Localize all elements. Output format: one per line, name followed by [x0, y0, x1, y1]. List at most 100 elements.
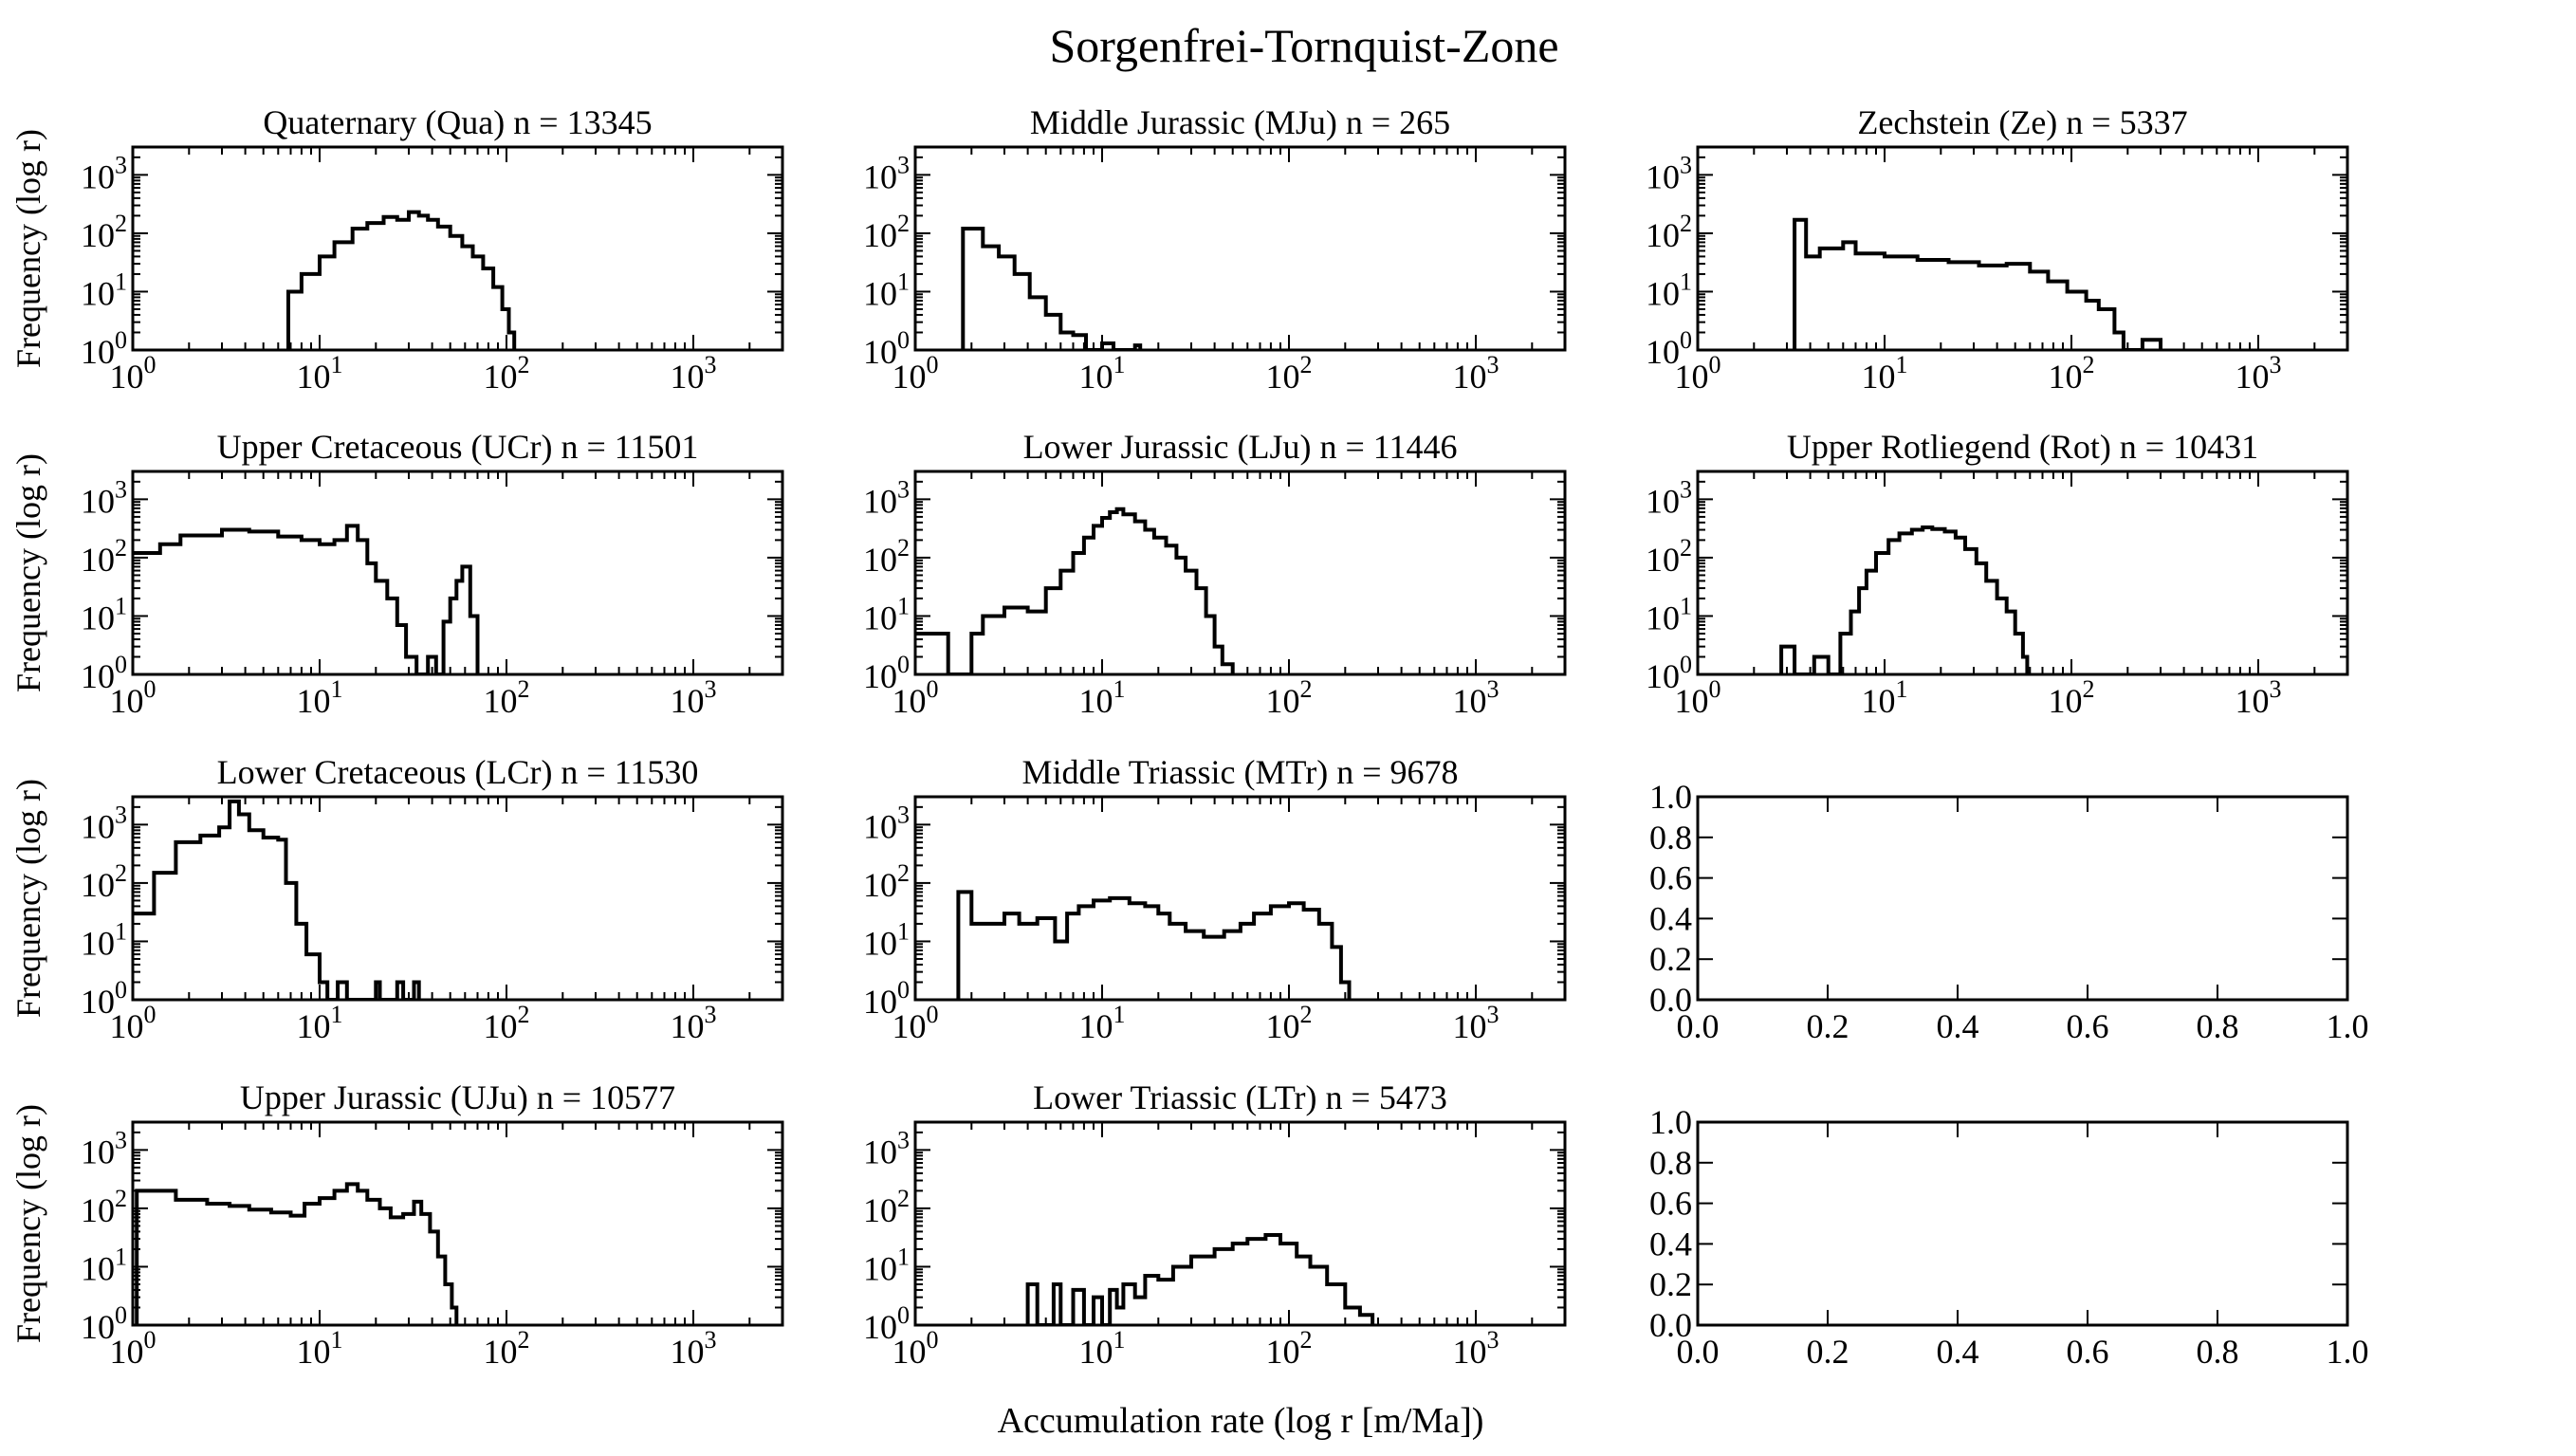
- panel-1: Quaternary (Qua) n = 13345 Frequency (log…: [9, 103, 784, 396]
- x-tick-label: 102: [2049, 351, 2095, 396]
- axis-ticks: [1697, 1121, 2348, 1326]
- x-tick-label: 101: [297, 1001, 343, 1045]
- y-tick-label: 103: [1646, 475, 1692, 520]
- axis-ticks: [132, 1121, 783, 1326]
- y-tick-label: 101: [863, 267, 910, 312]
- y-tick-label: 100: [1646, 651, 1692, 695]
- x-tick-label: 102: [1266, 1001, 1313, 1045]
- x-tick-label: 100: [110, 1001, 156, 1045]
- y-tick-label: 101: [81, 1243, 127, 1287]
- axis-ticks: [914, 146, 1566, 351]
- y-tick-label: 101: [863, 592, 910, 636]
- x-tick-label: 0.2: [1807, 1007, 1849, 1045]
- axes-frame: [913, 1120, 1567, 1327]
- x-tick-label: 0.6: [2067, 1007, 2109, 1045]
- panel-ylabel: Frequency (log r): [9, 129, 47, 368]
- y-tick-label: 0.4: [1649, 1225, 1692, 1262]
- x-tick-label: 0.4: [1937, 1007, 1979, 1045]
- y-tick-label: 101: [863, 917, 910, 962]
- y-tick-label: 101: [1646, 267, 1692, 312]
- y-tick-label: 0.8: [1649, 1144, 1692, 1182]
- histogram-series: [1025, 1233, 1375, 1325]
- x-tick-label: 103: [2236, 351, 2282, 396]
- histogram-series: [915, 507, 1235, 674]
- y-tick-label: 101: [81, 592, 127, 636]
- y-tick-label: 102: [81, 210, 127, 254]
- x-tick-label: 102: [1266, 1326, 1313, 1371]
- panel-7: Lower Cretaceous (LCr) n = 11530 Frequenc…: [9, 753, 784, 1045]
- x-tick-label: 101: [1079, 1326, 1126, 1371]
- figure-xlabel: Accumulation rate (log r [m/Ma]): [998, 1401, 1484, 1441]
- x-tick-label: 102: [1266, 675, 1313, 720]
- y-tick-label: 102: [863, 210, 910, 254]
- histogram-series: [133, 799, 421, 1000]
- histogram-series: [1779, 525, 2030, 674]
- axes-frame: [1696, 795, 2349, 1002]
- axis-ticks: [1697, 796, 2348, 1001]
- y-tick-label: 103: [81, 801, 127, 845]
- x-tick-label: 103: [671, 675, 717, 720]
- y-tick-label: 101: [81, 917, 127, 962]
- y-tick-label: 103: [81, 475, 127, 520]
- y-tick-label: 101: [863, 1243, 910, 1287]
- x-tick-label: 101: [1079, 351, 1126, 396]
- y-tick-label: 0.2: [1649, 1265, 1692, 1303]
- y-tick-label: 103: [863, 1126, 910, 1170]
- y-tick-label: 100: [863, 326, 910, 371]
- y-tick-label: 102: [1646, 210, 1692, 254]
- x-tick-label: 102: [2049, 675, 2095, 720]
- x-tick-label: 102: [484, 351, 530, 396]
- y-tick-label: 102: [863, 859, 910, 904]
- y-tick-label: 0.0: [1649, 981, 1692, 1019]
- histogram-series: [286, 210, 517, 350]
- panel-title: Zechstein (Ze) n = 5337: [1857, 103, 2187, 141]
- x-tick-label: 0.8: [2197, 1333, 2239, 1371]
- y-tick-label: 103: [863, 151, 910, 195]
- panel-ylabel: Frequency (log r): [9, 779, 47, 1018]
- histogram-series: [1793, 217, 2162, 350]
- panel-5: Lower Jurassic (LJu) n = 11446 100 101 102 1…: [863, 428, 1567, 720]
- x-tick-label: 0.4: [1937, 1333, 1979, 1371]
- x-tick-label: 101: [1079, 675, 1126, 720]
- y-tick-label: 102: [81, 534, 127, 579]
- axis-ticks: [132, 470, 783, 675]
- panel-2: Middle Jurassic (MJu) n = 265 100 101 102 10…: [863, 103, 1567, 396]
- axis-ticks: [914, 470, 1566, 675]
- y-tick-label: 102: [81, 1185, 127, 1229]
- y-tick-label: 0.8: [1649, 819, 1692, 857]
- y-tick-label: 100: [863, 1301, 910, 1346]
- x-tick-label: 103: [1453, 351, 1500, 396]
- panel-title: Lower Triassic (LTr) n = 5473: [1033, 1078, 1447, 1116]
- panel-12: 0.0 0.2 0.4 0.6 0.8 1.00.00.20.40.60.81.0: [1649, 1103, 2369, 1371]
- y-tick-label: 103: [81, 151, 127, 195]
- axes-frame: [131, 1120, 784, 1327]
- y-tick-label: 101: [1646, 592, 1692, 636]
- panel-title: Middle Triassic (MTr) n = 9678: [1021, 753, 1458, 791]
- x-tick-label: 101: [297, 1326, 343, 1371]
- x-tick-label: 103: [2236, 675, 2282, 720]
- panel-11: Lower Triassic (LTr) n = 5473 100 101 102 10…: [863, 1078, 1567, 1371]
- x-tick-label: 100: [892, 1001, 939, 1045]
- panel-title: Lower Jurassic (LJu) n = 11446: [1023, 428, 1458, 466]
- y-tick-label: 0.4: [1649, 899, 1692, 937]
- x-tick-label: 1.0: [2327, 1007, 2369, 1045]
- x-tick-label: 102: [484, 675, 530, 720]
- axis-ticks: [914, 796, 1566, 1001]
- panel-8: Middle Triassic (MTr) n = 9678 100 101 102 1…: [863, 753, 1567, 1045]
- x-tick-label: 101: [297, 351, 343, 396]
- panel-10: Upper Jurassic (UJu) n = 10577 Frequency …: [9, 1078, 784, 1371]
- panel-6: Upper Rotliegend (Rot) n = 10431 100 101 10…: [1646, 428, 2349, 720]
- x-tick-label: 0.0: [1677, 1333, 1720, 1371]
- x-tick-label: 100: [892, 351, 939, 396]
- histogram-series: [961, 227, 1143, 350]
- panel-title: Upper Rotliegend (Rot) n = 10431: [1787, 428, 2258, 466]
- x-tick-label: 103: [671, 351, 717, 396]
- y-tick-label: 1.0: [1649, 1103, 1692, 1141]
- y-tick-label: 100: [1646, 326, 1692, 371]
- x-tick-label: 102: [484, 1326, 530, 1371]
- x-tick-label: 101: [1862, 675, 1908, 720]
- axis-ticks: [132, 146, 783, 351]
- x-tick-label: 0.8: [2197, 1007, 2239, 1045]
- x-tick-label: 100: [110, 675, 156, 720]
- x-tick-label: 100: [1675, 351, 1721, 396]
